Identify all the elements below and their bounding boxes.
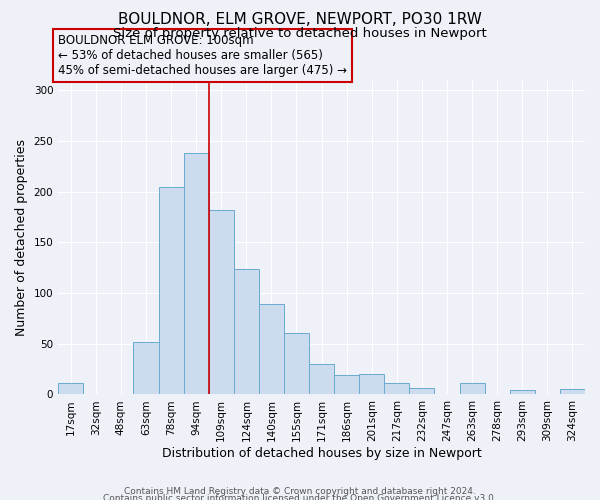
Bar — [259, 304, 284, 394]
Bar — [359, 374, 385, 394]
Bar — [409, 388, 434, 394]
Bar — [209, 210, 234, 394]
Text: BOULDNOR ELM GROVE: 100sqm
← 53% of detached houses are smaller (565)
45% of sem: BOULDNOR ELM GROVE: 100sqm ← 53% of deta… — [58, 34, 347, 77]
Bar — [334, 375, 359, 394]
Text: Contains public sector information licensed under the Open Government Licence v3: Contains public sector information licen… — [103, 494, 497, 500]
Y-axis label: Number of detached properties: Number of detached properties — [15, 138, 28, 336]
Bar — [309, 364, 334, 394]
Bar — [510, 390, 535, 394]
Text: Contains HM Land Registry data © Crown copyright and database right 2024.: Contains HM Land Registry data © Crown c… — [124, 488, 476, 496]
Text: Size of property relative to detached houses in Newport: Size of property relative to detached ho… — [113, 28, 487, 40]
Bar — [385, 384, 409, 394]
Bar — [158, 186, 184, 394]
Bar — [234, 268, 259, 394]
Bar — [560, 390, 585, 394]
Text: BOULDNOR, ELM GROVE, NEWPORT, PO30 1RW: BOULDNOR, ELM GROVE, NEWPORT, PO30 1RW — [118, 12, 482, 28]
X-axis label: Distribution of detached houses by size in Newport: Distribution of detached houses by size … — [162, 447, 481, 460]
Bar — [58, 384, 83, 394]
Bar — [184, 153, 209, 394]
Bar — [460, 384, 485, 394]
Bar — [133, 342, 158, 394]
Bar — [284, 332, 309, 394]
